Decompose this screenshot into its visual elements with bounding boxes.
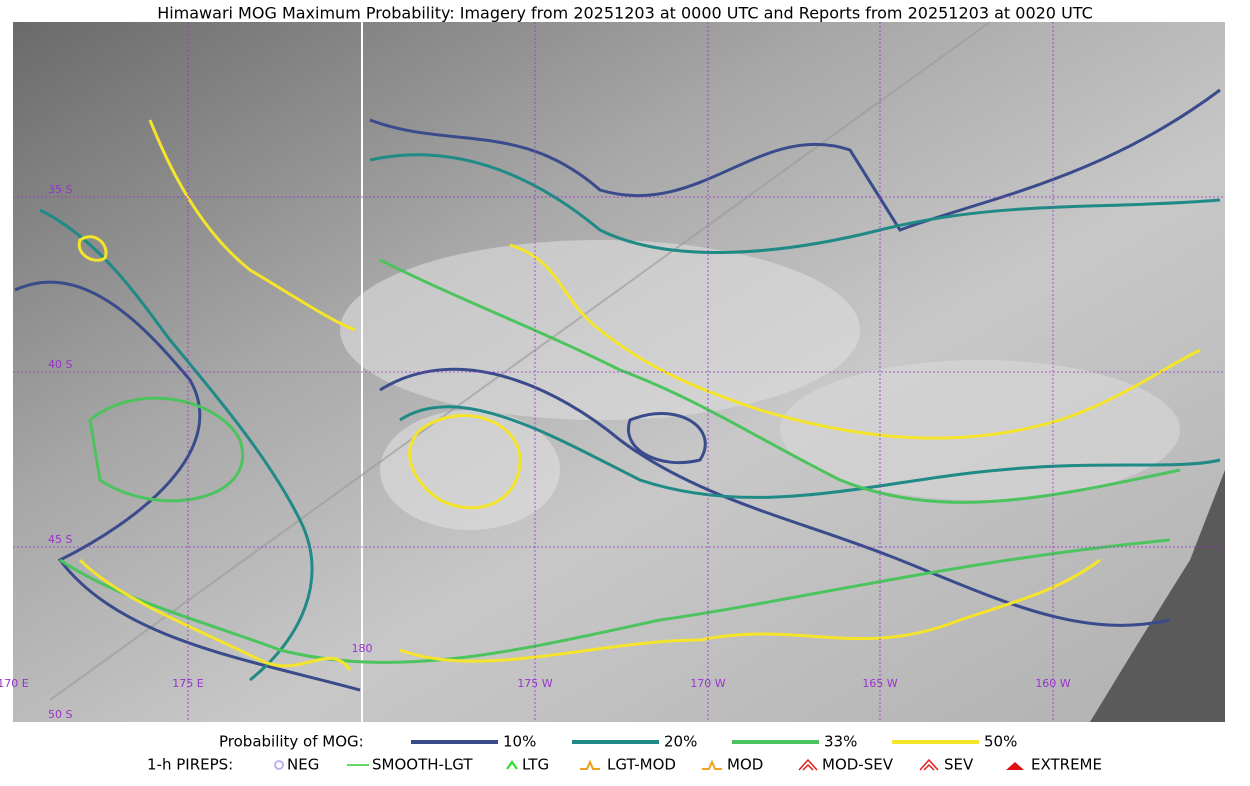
- pirep-icon: [919, 758, 939, 771]
- contour-50: [77, 235, 108, 262]
- legend-label: 10%: [503, 733, 536, 751]
- contour-50: [509, 243, 1201, 440]
- contour-50: [148, 119, 356, 332]
- pirep-icon: [1006, 762, 1024, 770]
- lon-label: 165 W: [862, 677, 897, 690]
- lon-label: 180: [352, 642, 373, 655]
- contour-50: [408, 414, 522, 510]
- contour-50: [399, 558, 1101, 663]
- legend-label: LGT-MOD: [607, 756, 676, 774]
- no-data: [1090, 470, 1225, 722]
- lon-label: 160 W: [1035, 677, 1070, 690]
- graticule: 35 S 40 S 45 S 50 S 170 E 175 E 180 175 W 170 W 1…: [0, 22, 1225, 722]
- pirep-icon: [702, 759, 722, 770]
- legend-label: LTG: [522, 756, 549, 774]
- legend: Probability of MOG: 10% 20% 33% 50% 1-h PIREP…: [147, 733, 1102, 774]
- contour-50: [78, 558, 352, 671]
- pirep-icon: [274, 760, 284, 770]
- contour-20: [39, 208, 314, 682]
- pirep-icon: [798, 758, 818, 771]
- legend-label: MOD: [727, 756, 763, 774]
- contour-33: [379, 258, 1181, 504]
- lat-label: 40 S: [48, 358, 72, 371]
- lat-label: 50 S: [48, 708, 72, 721]
- legend-label: EXTREME: [1031, 756, 1102, 774]
- orbit-track: [49, 21, 991, 701]
- contours: [14, 88, 1221, 692]
- legend-label: NEG: [287, 756, 319, 774]
- legend-label: 50%: [984, 733, 1017, 751]
- contour-33: [88, 396, 244, 503]
- legend-title: Probability of MOG:: [219, 733, 364, 751]
- pirep-icon: [580, 759, 600, 770]
- lon-label: 175 E: [172, 677, 203, 690]
- title: Himawari MOG Maximum Probability: Imager…: [157, 4, 1093, 23]
- legend-label: 20%: [664, 733, 697, 751]
- legend-label: SEV: [944, 756, 974, 774]
- legend-label: MOD-SEV: [822, 756, 894, 774]
- contour-10: [14, 280, 361, 692]
- contour-33: [59, 538, 1171, 664]
- pirep-icon: [506, 760, 518, 770]
- contour-10: [369, 88, 1221, 232]
- contour-20: [369, 153, 1221, 254]
- legend-title: 1-h PIREPS:: [147, 756, 233, 774]
- lon-label: 170 E: [0, 677, 29, 690]
- contour-10: [626, 412, 707, 465]
- lon-label: 170 W: [690, 677, 725, 690]
- legend-label: 33%: [824, 733, 857, 751]
- legend-label: SMOOTH-LGT: [372, 756, 473, 774]
- map: 35 S 40 S 45 S 50 S 170 E 175 E 180 175 W 170 W 1…: [0, 21, 1225, 722]
- contour-10: [379, 367, 1171, 627]
- lat-label: 45 S: [48, 533, 72, 546]
- lon-label: 175 W: [517, 677, 552, 690]
- contour-20: [399, 405, 1221, 499]
- lat-label: 35 S: [48, 183, 72, 196]
